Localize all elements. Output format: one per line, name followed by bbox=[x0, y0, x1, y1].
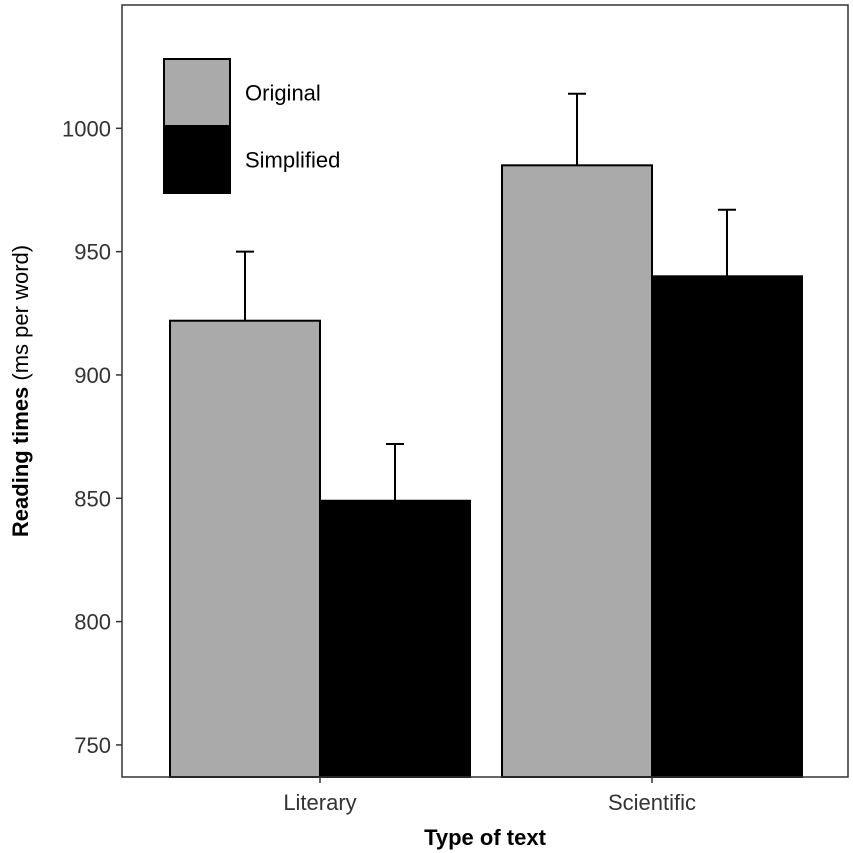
bar-literary-original bbox=[169, 319, 321, 778]
y-tick-label-900: 900 bbox=[74, 363, 111, 388]
x-tick-label-scientific: Scientific bbox=[608, 790, 696, 815]
x-tick-label-literary: Literary bbox=[283, 790, 356, 815]
plot-panel-border bbox=[121, 4, 849, 778]
legend: Original Simplified bbox=[163, 58, 340, 194]
y-tick-label-750: 750 bbox=[74, 733, 111, 758]
y-axis-title-main: Reading times bbox=[8, 387, 33, 537]
bar-literary-simplified bbox=[319, 499, 471, 778]
bar-scientific-original bbox=[501, 164, 653, 778]
bars-layer bbox=[169, 164, 803, 778]
y-tick-label-800: 800 bbox=[74, 610, 111, 635]
bar-scientific-simplified bbox=[651, 275, 803, 778]
y-axis: 750 800 850 900 950 1000 bbox=[62, 116, 122, 758]
error-bars-layer bbox=[236, 92, 736, 501]
legend-label-simplified: Simplified bbox=[245, 148, 340, 173]
legend-label-original: Original bbox=[245, 81, 321, 106]
x-axis: Literary Scientific bbox=[283, 777, 696, 815]
y-tick-label-850: 850 bbox=[74, 486, 111, 511]
y-tick-label-1000: 1000 bbox=[62, 116, 111, 141]
legend-key-simplified bbox=[163, 125, 231, 194]
y-axis-title: Reading times (ms per word) bbox=[8, 245, 33, 537]
legend-key-original bbox=[163, 58, 231, 127]
y-tick-label-950: 950 bbox=[74, 240, 111, 265]
x-axis-title: Type of text bbox=[424, 825, 547, 850]
y-axis-title-unit: (ms per word) bbox=[8, 245, 33, 387]
